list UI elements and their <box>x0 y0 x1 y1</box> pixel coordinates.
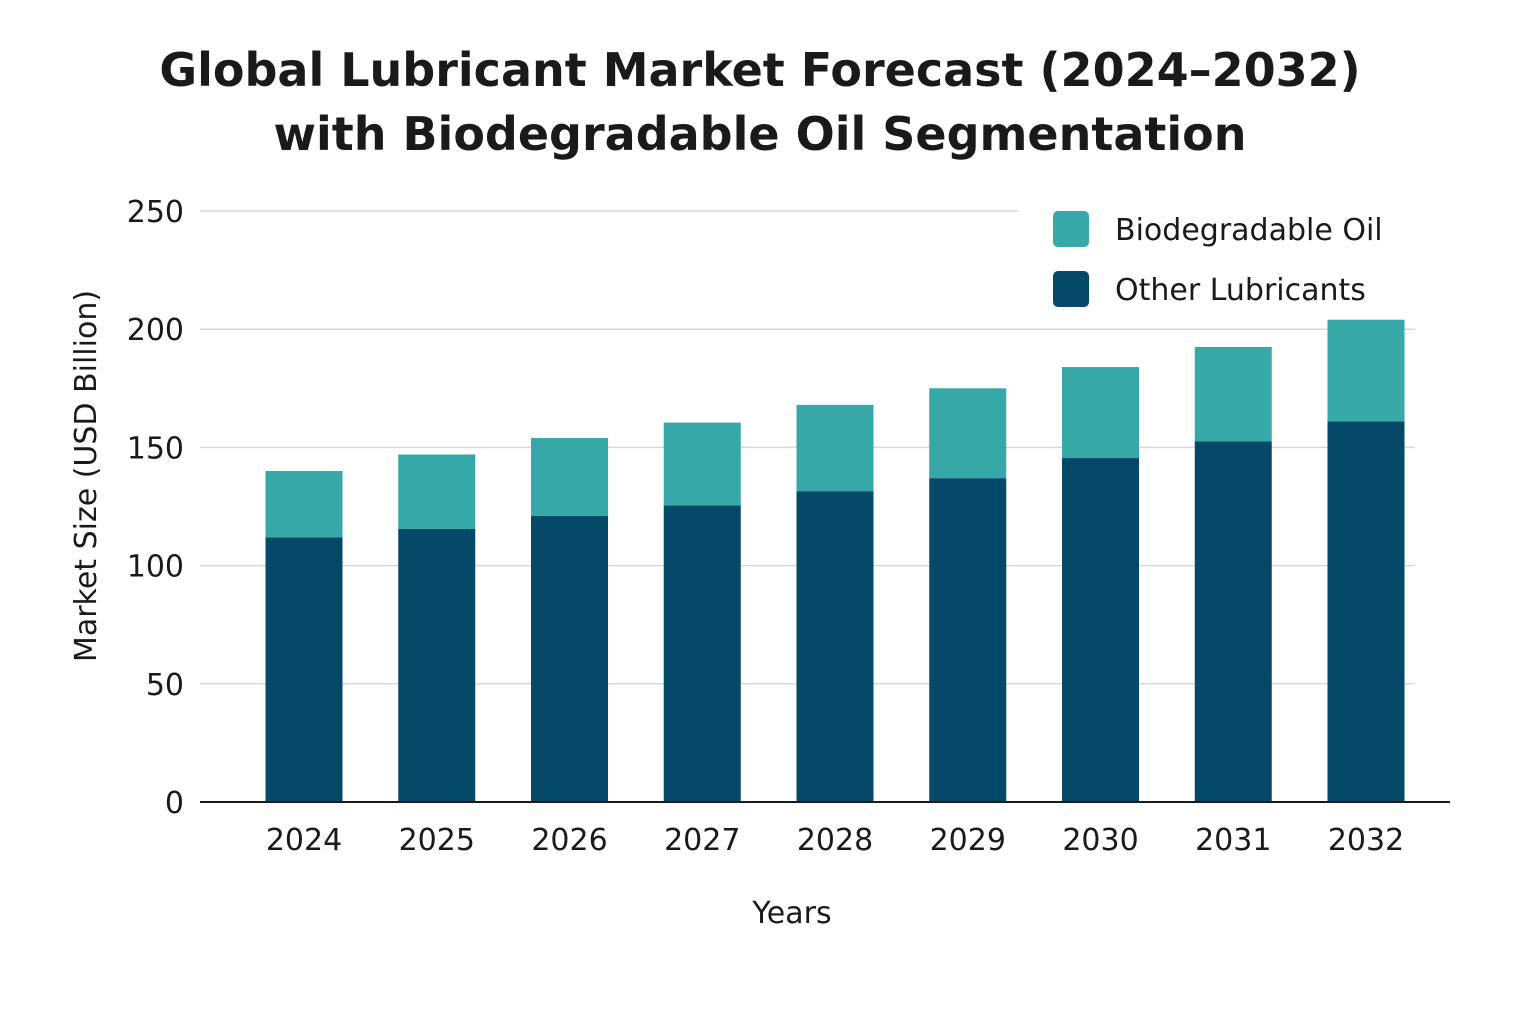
x-tick-label: 2025 <box>399 823 475 858</box>
legend: Biodegradable Oil Other Lubricants <box>1053 211 1383 308</box>
bar-other-lubricants-2032 <box>1327 421 1405 802</box>
x-tick-label: 2032 <box>1328 823 1404 858</box>
y-tick-label: 0 <box>165 786 184 821</box>
bar-biodegradable-oil-2028 <box>796 404 874 492</box>
bar-biodegradable-oil-2030 <box>1062 367 1139 459</box>
bar-biodegradable-oil-2029 <box>929 388 1007 479</box>
bar-other-lubricants-2024 <box>265 537 343 802</box>
bar-other-lubricants-2031 <box>1194 441 1272 802</box>
legend-label-biodegradable-oil: Biodegradable Oil <box>1115 213 1383 248</box>
y-tick-label: 200 <box>127 313 184 348</box>
x-tick-label: 2026 <box>531 823 607 858</box>
legend-swatch-biodegradable-oil <box>1053 211 1089 247</box>
bar-other-lubricants-2029 <box>929 478 1007 802</box>
legend-swatch-other-lubricants <box>1053 271 1089 307</box>
bar-other-lubricants-2030 <box>1062 458 1139 802</box>
bar-biodegradable-oil-2031 <box>1194 346 1272 442</box>
x-tick-label: 2031 <box>1195 823 1271 858</box>
bar-other-lubricants-2027 <box>663 505 741 802</box>
x-tick-label: 2027 <box>664 823 740 858</box>
x-tick-label: 2028 <box>797 823 873 858</box>
y-tick-label: 100 <box>127 550 184 585</box>
y-tick-label: 250 <box>127 195 184 230</box>
x-tick-label: 2029 <box>930 823 1006 858</box>
x-axis-label: Years <box>751 896 831 931</box>
y-tick-label: 50 <box>146 668 184 703</box>
bar-other-lubricants-2025 <box>398 528 476 802</box>
legend-label-other-lubricants: Other Lubricants <box>1115 273 1366 308</box>
chart-title: Global Lubricant Market Forecast (2024–2… <box>159 43 1361 97</box>
bar-biodegradable-oil-2027 <box>663 422 741 506</box>
bar-biodegradable-oil-2025 <box>398 454 476 529</box>
bar-biodegradable-oil-2024 <box>265 471 343 538</box>
y-tick-label: 150 <box>127 431 184 466</box>
x-tick-label: 2024 <box>266 823 342 858</box>
bar-other-lubricants-2028 <box>796 491 874 802</box>
x-tick-label: 2030 <box>1062 823 1138 858</box>
bar-biodegradable-oil-2026 <box>531 437 608 516</box>
bar-biodegradable-oil-2032 <box>1327 319 1405 422</box>
chart-subtitle: with Biodegradable Oil Segmentation <box>273 107 1247 161</box>
y-axis-label: Market Size (USD Billion) <box>69 290 104 662</box>
bar-other-lubricants-2026 <box>531 515 608 802</box>
